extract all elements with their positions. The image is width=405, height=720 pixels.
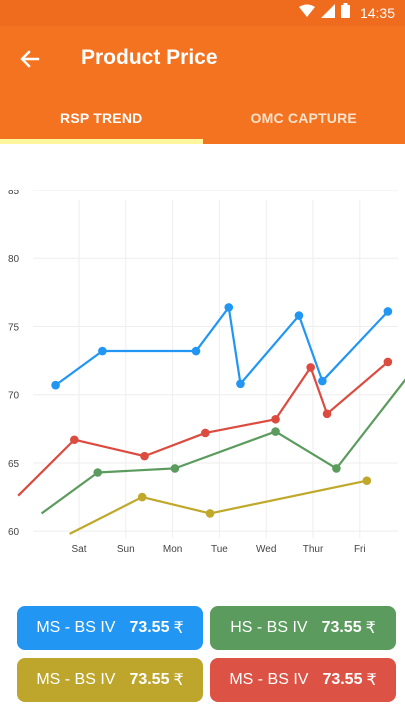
data-point [224,303,234,312]
data-point [271,414,280,424]
tab-rsp-trend[interactable]: RSP TREND [0,92,203,144]
back-button[interactable] [14,43,46,75]
rupee-icon: ₹ [173,672,184,689]
price-card-value: 73.55 [322,671,363,688]
arrow-back-icon [20,50,40,68]
y-tick-label: 80 [8,254,20,265]
y-tick-label: 75 [8,322,20,333]
price-card-fuel: MS - BS IV [36,619,116,636]
data-point [70,435,79,445]
tab-omc-capture-label: OMC CAPTURE [250,110,357,126]
x-tick-label: Thur [303,544,324,555]
tab-rsp-trend-label: RSP TREND [60,110,143,126]
y-tick-label: 65 [8,459,20,470]
battery-icon [340,3,350,23]
rupee-icon: ₹ [366,672,377,689]
x-tick-label: Fri [354,544,366,555]
line-chart: 85 80 75 70 65 60 Sat Sun Mon Tue Wed Thur Fri [8,190,405,555]
rupee-icon: ₹ [173,620,184,637]
y-tick-label: 60 [8,527,20,538]
series-line [40,378,405,515]
tab-bar: RSP TREND OMC CAPTURE [0,92,405,144]
x-tick-label: Wed [256,544,276,555]
status-icons: 14:35 [298,3,395,23]
data-point [170,464,180,473]
app-bar: Product Price [0,26,405,92]
series-line [17,361,389,497]
data-point [318,376,327,386]
data-point [306,363,315,372]
data-point [383,307,393,316]
x-tick-label: Mon [163,544,182,555]
tab-indicator [0,139,203,144]
data-point [201,428,210,438]
data-point [236,379,245,389]
status-time: 14:35 [359,5,395,21]
price-card-ms-red[interactable]: MS - BS IV 73.55 ₹ [210,658,396,702]
y-tick-label: 85 [8,190,20,197]
x-tick-label: Sun [117,544,135,555]
price-card-fuel: MS - BS IV [36,671,116,688]
x-tick-label: Sat [71,544,86,555]
price-card-ms-blue[interactable]: MS - BS IV 73.55 ₹ [17,606,203,650]
data-point [362,476,372,485]
data-point [51,380,60,390]
data-point [383,357,393,367]
data-point [332,464,341,473]
data-point [140,451,149,461]
price-card-value: 73.55 [321,619,362,636]
status-bar: 14:35 [0,0,405,26]
signal-icon [320,3,335,23]
data-point [191,346,201,356]
data-point [322,409,332,419]
rsp-trend-chart: 85 80 75 70 65 60 Sat Sun Mon Tue Wed Thur Fri [0,190,405,560]
price-card-hs-green[interactable]: HS - BS IV 73.55 ₹ [210,606,396,650]
data-point [205,509,215,518]
data-point [271,427,280,436]
wifi-icon [298,4,315,23]
series-line [54,306,389,387]
data-point [93,468,103,477]
page-title: Product Price [81,46,218,69]
data-point [98,346,107,356]
tab-omc-capture[interactable]: OMC CAPTURE [203,92,405,144]
price-card-value: 73.55 [129,619,170,636]
price-card-fuel: MS - BS IV [229,671,309,688]
series-line [69,479,368,535]
y-tick-label: 70 [8,391,20,402]
rupee-icon: ₹ [365,620,376,637]
data-point [294,311,304,320]
data-point [137,492,147,502]
price-card-ms-yellow[interactable]: MS - BS IV 73.55 ₹ [17,658,203,702]
price-card-value: 73.55 [129,671,170,688]
price-card-fuel: HS - BS IV [230,619,308,636]
x-tick-label: Tue [211,544,228,555]
